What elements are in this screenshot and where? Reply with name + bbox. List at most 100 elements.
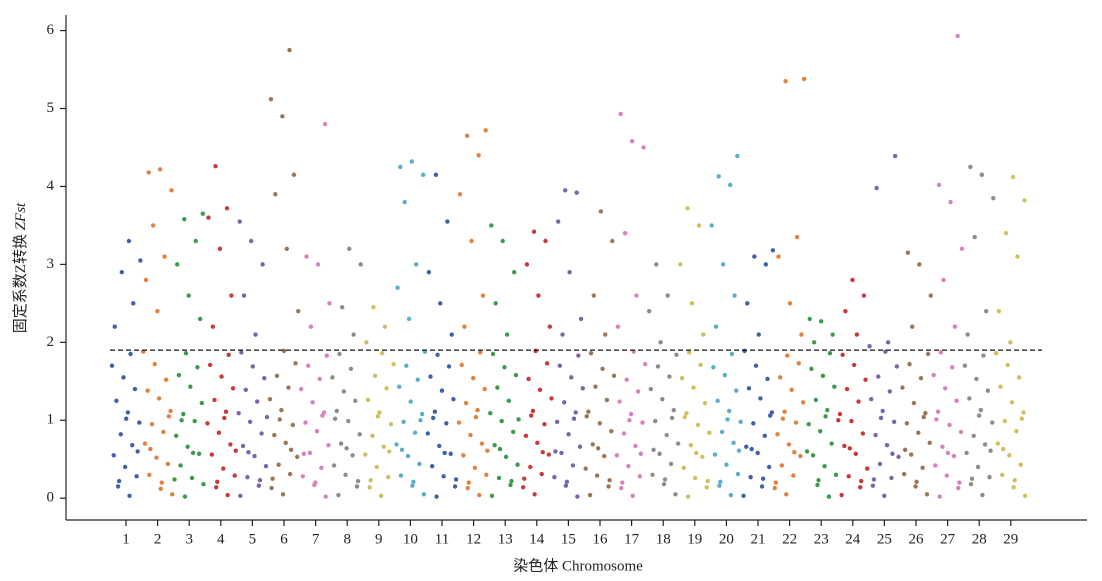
- snp-point: [880, 408, 885, 414]
- snp-point: [877, 461, 883, 467]
- snp-point: [860, 431, 866, 436]
- snp-point: [363, 452, 368, 457]
- x-tick-label: 2: [154, 531, 162, 547]
- snp-point: [145, 388, 150, 393]
- snp-point: [621, 431, 627, 436]
- x-tick-label: 18: [656, 531, 671, 547]
- snp-point: [857, 485, 863, 490]
- snp-point: [257, 478, 263, 483]
- snp-point: [712, 452, 718, 457]
- snp-point: [217, 246, 223, 251]
- snp-point: [377, 410, 382, 415]
- snp-point: [816, 478, 821, 483]
- x-tick-label: 17: [624, 531, 640, 547]
- snp-point: [874, 185, 879, 191]
- snp-point: [479, 441, 485, 446]
- snp-point: [457, 192, 463, 197]
- snp-point: [792, 449, 797, 455]
- snp-point: [851, 362, 857, 368]
- snp-point: [522, 476, 527, 481]
- snp-point: [387, 449, 392, 454]
- snp-point: [609, 428, 614, 434]
- snp-point: [1001, 446, 1006, 452]
- snp-point: [850, 277, 855, 283]
- snp-point: [776, 254, 781, 259]
- snp-point: [869, 397, 874, 402]
- snp-point: [398, 164, 403, 170]
- snp-point: [826, 494, 832, 499]
- x-tick-label: 7: [312, 531, 320, 547]
- snp-point: [635, 389, 641, 394]
- snp-point: [569, 375, 574, 380]
- snp-point: [175, 262, 180, 267]
- snp-point: [415, 377, 420, 382]
- snp-point: [291, 172, 297, 177]
- snp-point: [934, 417, 939, 422]
- snp-point: [732, 293, 737, 298]
- snp-point: [355, 478, 361, 484]
- snp-point: [451, 397, 456, 402]
- snp-point: [615, 324, 621, 329]
- snp-point: [409, 159, 414, 164]
- snp-point: [847, 446, 852, 451]
- snp-point: [758, 396, 763, 401]
- snp-point: [485, 448, 490, 453]
- y-tick-label: 5: [47, 100, 55, 116]
- snp-point: [865, 466, 870, 471]
- snp-point: [653, 418, 658, 424]
- snp-point: [978, 407, 983, 413]
- snp-point: [166, 414, 172, 419]
- snp-point: [123, 416, 129, 421]
- y-axis-label-italic: ZFst: [13, 202, 29, 230]
- snp-point: [308, 324, 314, 329]
- snp-point: [617, 399, 622, 404]
- snp-point: [806, 421, 811, 427]
- snp-point: [539, 471, 544, 477]
- snp-point: [137, 420, 142, 425]
- snp-point: [304, 254, 309, 259]
- snp-point: [716, 174, 721, 179]
- snp-point: [937, 494, 942, 499]
- snp-point: [438, 301, 443, 306]
- snp-point: [691, 385, 696, 390]
- snp-point: [516, 417, 521, 422]
- snp-point: [526, 376, 531, 382]
- snp-point: [1021, 410, 1026, 415]
- snp-point: [638, 451, 644, 456]
- snp-point: [954, 398, 959, 403]
- snp-point: [705, 478, 710, 484]
- snp-point: [682, 414, 687, 420]
- snp-point: [827, 351, 833, 356]
- snp-point: [921, 414, 926, 420]
- snp-point: [968, 481, 974, 487]
- snp-point: [602, 453, 607, 459]
- snp-point: [157, 167, 163, 172]
- snp-point: [870, 483, 876, 488]
- snp-point: [205, 421, 210, 426]
- snp-point: [426, 269, 432, 275]
- snp-point: [243, 387, 248, 393]
- snp-point: [830, 332, 835, 337]
- snp-point: [453, 477, 459, 482]
- snp-point: [1010, 174, 1016, 180]
- snp-point: [348, 366, 354, 372]
- snp-point: [1002, 418, 1008, 424]
- snp-point: [520, 485, 526, 490]
- snp-point: [170, 492, 175, 497]
- snp-point: [833, 472, 839, 477]
- snp-point: [975, 464, 981, 470]
- snp-point: [399, 447, 405, 453]
- snp-point: [146, 170, 151, 175]
- snp-point: [122, 464, 128, 470]
- snp-point: [979, 172, 985, 177]
- snp-point: [694, 450, 699, 456]
- snp-point: [540, 449, 545, 455]
- snp-point: [811, 340, 817, 345]
- snp-point: [598, 209, 604, 214]
- snp-point: [701, 332, 706, 337]
- snp-point: [661, 481, 667, 487]
- snp-point: [755, 450, 760, 456]
- snp-point: [178, 463, 183, 468]
- snp-point: [555, 219, 561, 224]
- snp-point: [169, 188, 174, 193]
